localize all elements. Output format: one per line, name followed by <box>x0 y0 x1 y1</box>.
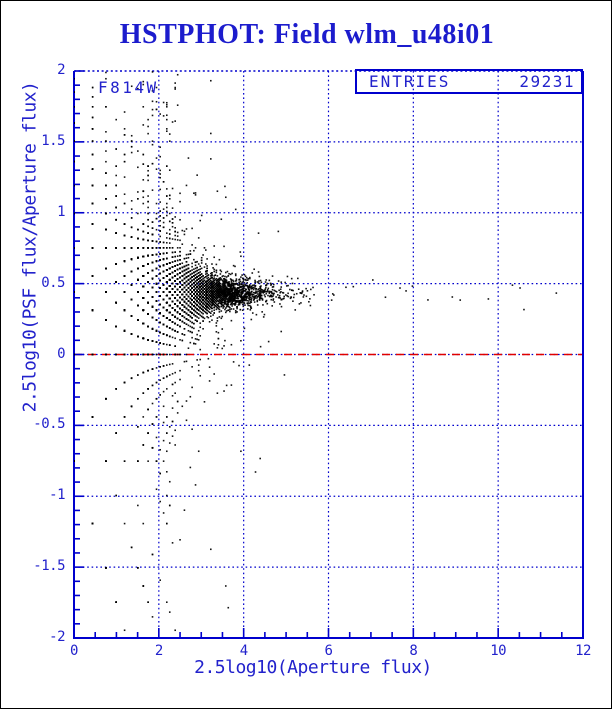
y-tick-label: -0.5 <box>33 416 65 433</box>
y-tick-label: 2 <box>57 62 65 78</box>
x-tick-label: 8 <box>409 643 418 659</box>
x-tick-label: 6 <box>324 643 333 659</box>
x-tick-label: 2 <box>154 643 163 659</box>
y-tick-label: 0.5 <box>41 274 65 291</box>
entries-box: ENTRIES 29231 <box>355 69 583 94</box>
y-tick-label: -2 <box>49 629 65 645</box>
x-tick-label: 12 <box>575 643 591 659</box>
y-tick-label: 0 <box>57 345 65 362</box>
page-title: HSTPHOT: Field wlm_u48i01 <box>119 19 495 50</box>
entries-label: ENTRIES <box>369 72 451 91</box>
y-axis-title: 2.5log10(PSF flux/Aperture flux) <box>19 81 41 413</box>
filter-band-label: F814W <box>98 78 159 97</box>
x-axis-title: 2.5log10(Aperture flux) <box>194 657 432 678</box>
y-tick-label: 1.5 <box>41 132 65 149</box>
y-tick-label: -1 <box>49 487 65 504</box>
x-tick-label: 0 <box>70 643 78 659</box>
y-tick-label: 1 <box>57 203 65 220</box>
x-tick-label: 4 <box>239 643 248 659</box>
entries-count: 29231 <box>519 72 575 91</box>
y-tick-label: -1.5 <box>33 558 65 575</box>
x-tick-label: 10 <box>490 643 507 659</box>
